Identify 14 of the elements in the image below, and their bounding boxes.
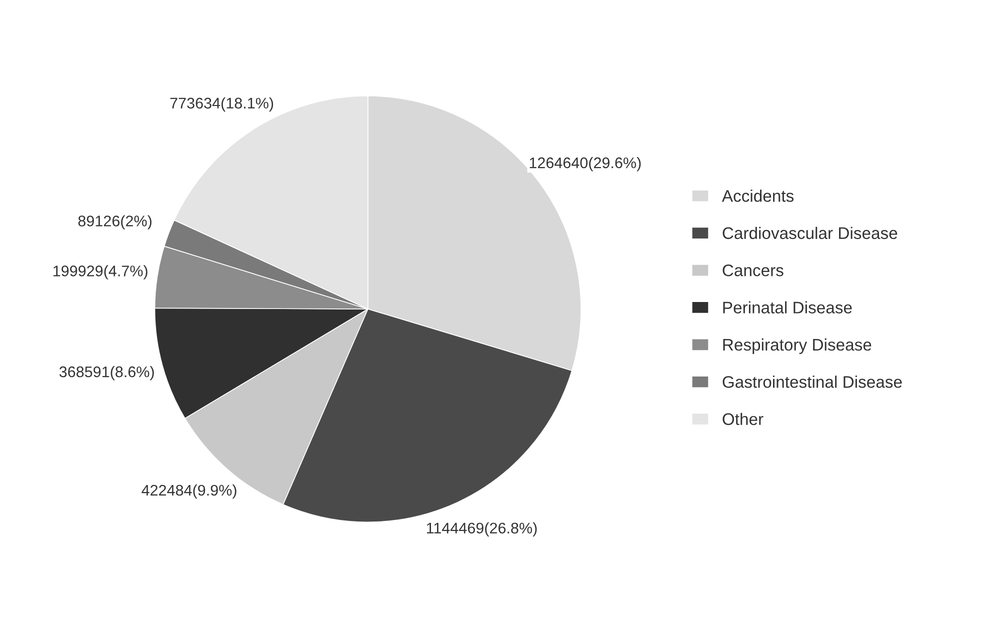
legend-label: Gastrointestinal Disease bbox=[722, 376, 902, 388]
legend-label: Cardiovascular Disease bbox=[722, 226, 898, 240]
legend-label: Cancers bbox=[722, 264, 784, 276]
legend-label: Accidents bbox=[722, 190, 794, 202]
data-label: 773634(18.1%) bbox=[170, 97, 274, 112]
data-label: 368591(8.6%) bbox=[59, 366, 154, 380]
data-label: 89126(2%) bbox=[78, 215, 152, 230]
legend-label: Respiratory Disease bbox=[723, 338, 872, 354]
legend-label: Perinatal Disease bbox=[723, 301, 852, 314]
legend-label: Other bbox=[722, 412, 764, 426]
data-label: 199929(4.7%) bbox=[54, 265, 148, 280]
data-label: 1264640(29.6%) bbox=[530, 157, 641, 172]
data-label: 1144469(26.8%) bbox=[426, 522, 537, 537]
data-label: 422484(9.9%) bbox=[142, 484, 236, 499]
